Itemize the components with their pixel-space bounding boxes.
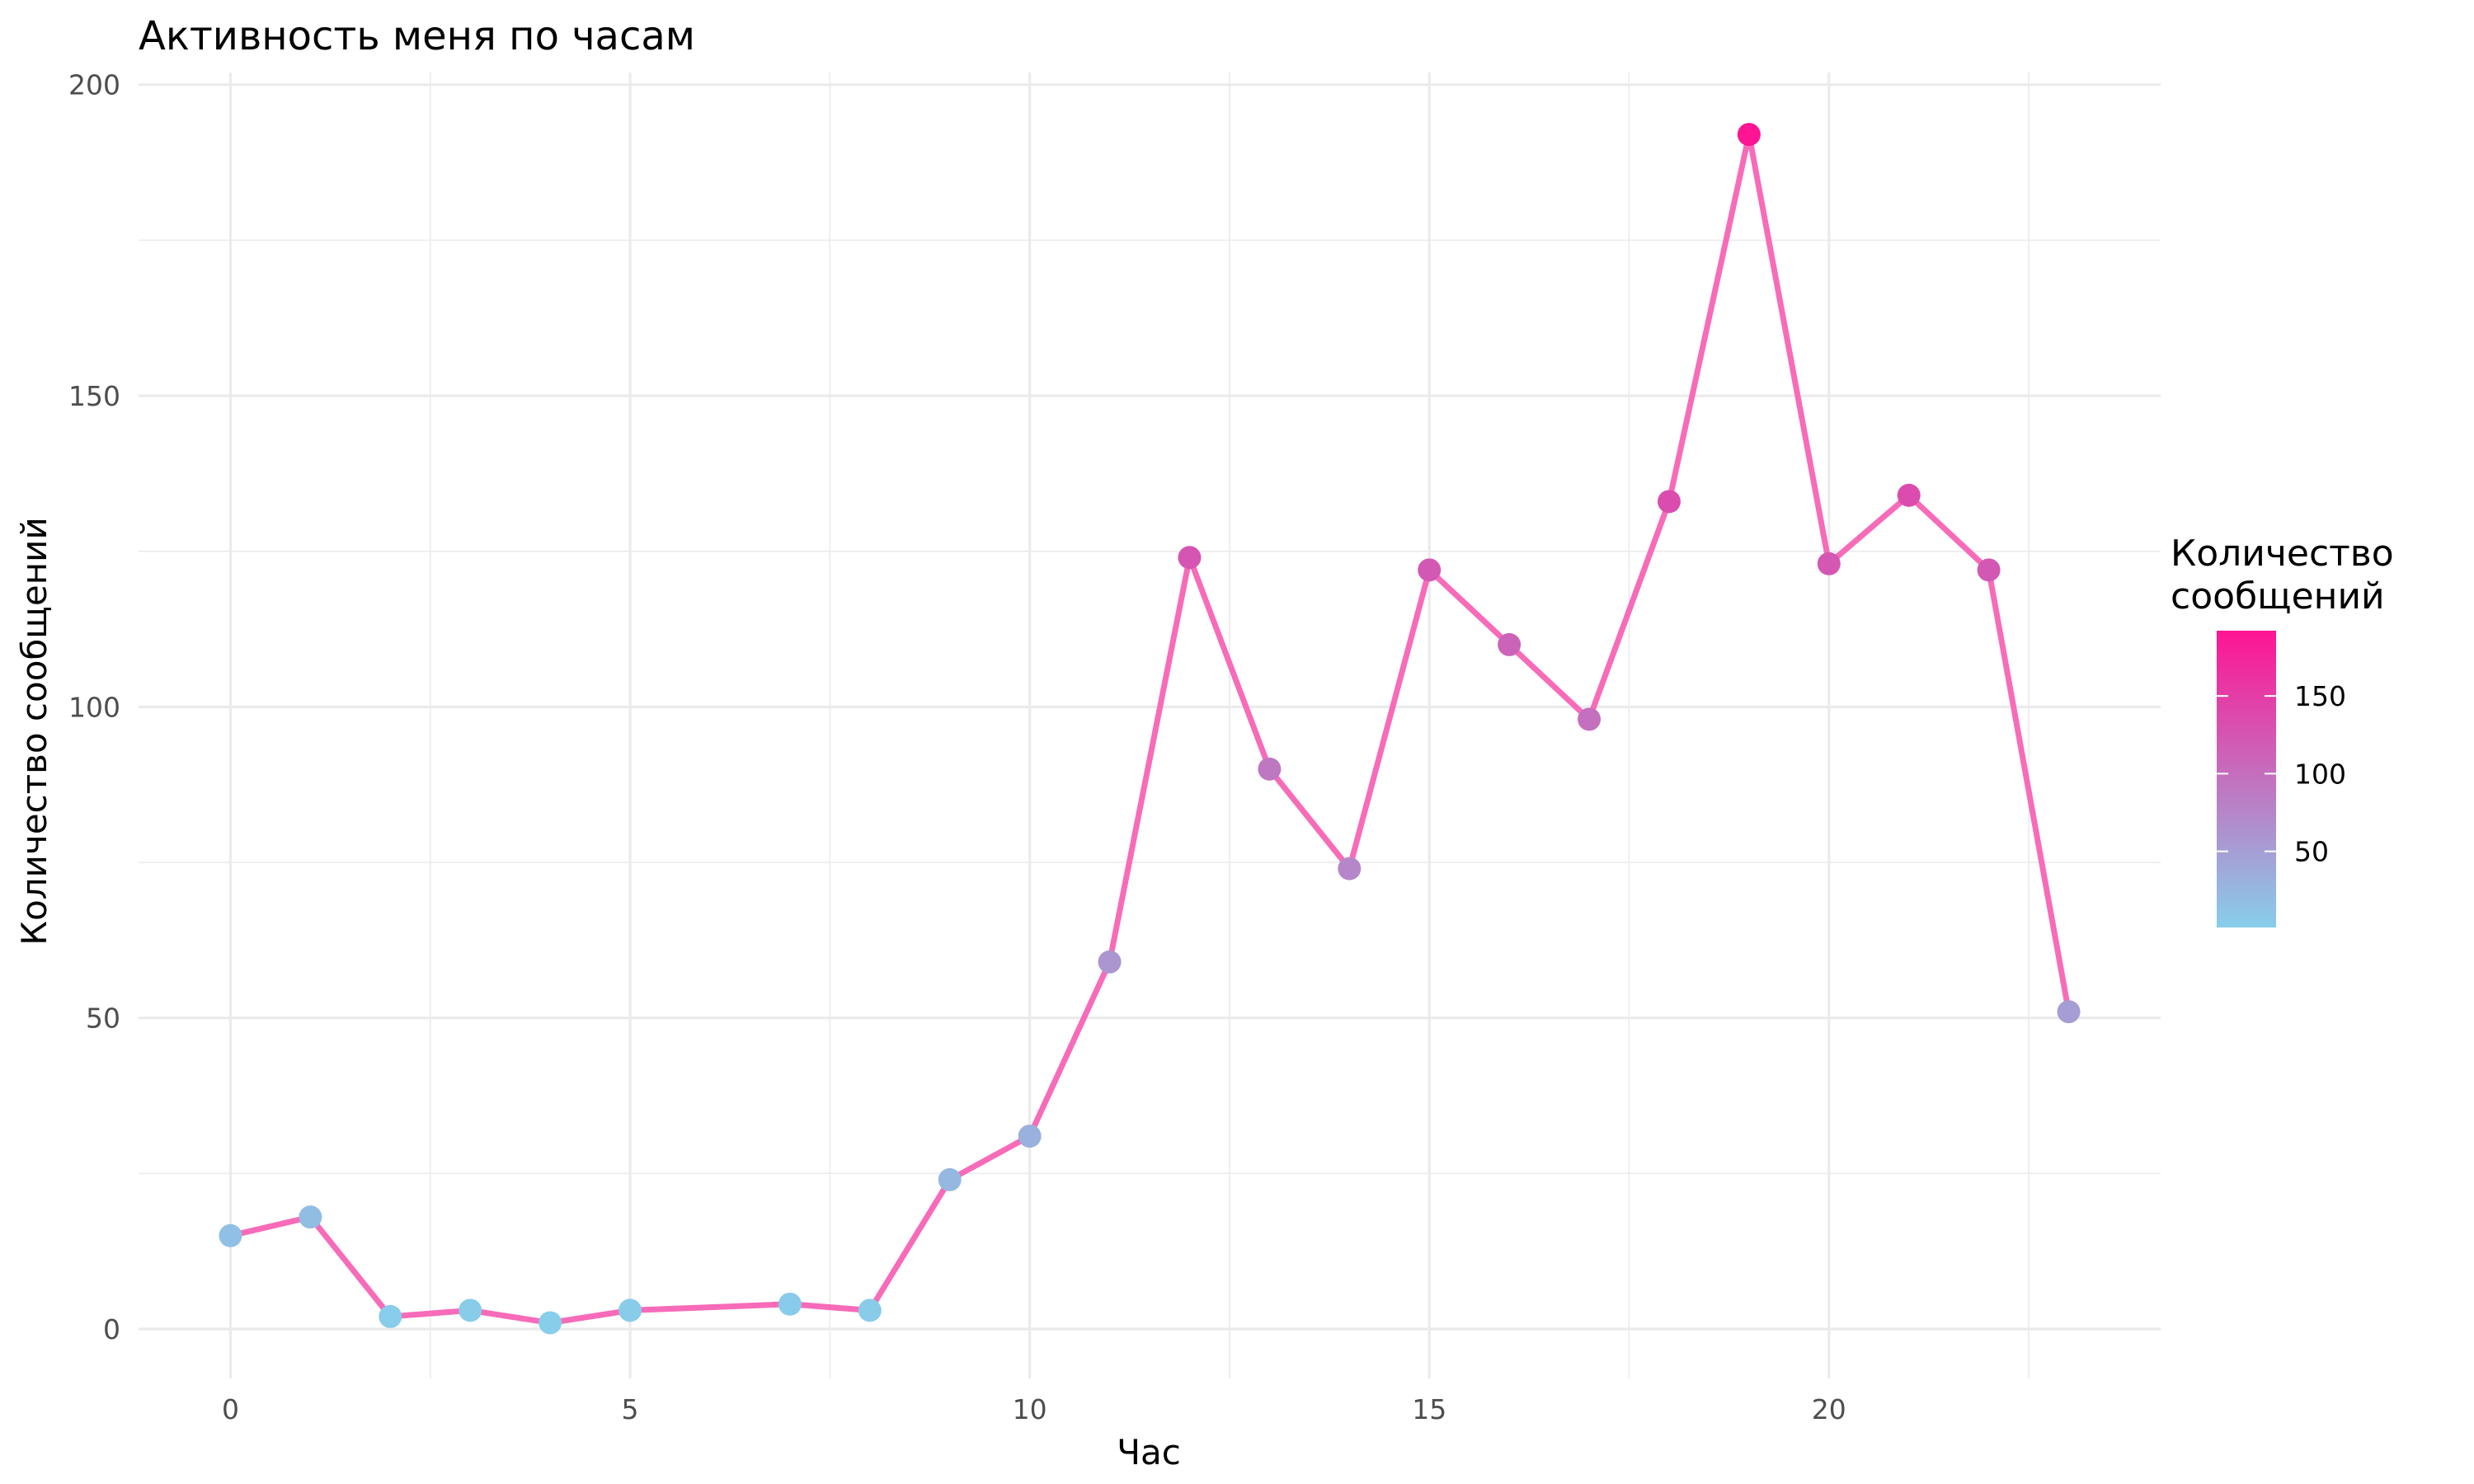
y-tick-label: 50 (86, 1003, 120, 1035)
data-point (2057, 1000, 2081, 1024)
data-point (1817, 552, 1841, 575)
legend-tick-label: 150 (2294, 680, 2346, 712)
data-point (1578, 707, 1602, 731)
x-tick-label: 10 (1013, 1393, 1047, 1425)
data-point (1098, 950, 1122, 974)
y-axis-title: Количество сообщений (14, 517, 54, 946)
legend-ticks: 50 100 150 (2217, 680, 2346, 868)
legend-title-line-1: Количество (2171, 533, 2394, 575)
x-tick-labels: 0 5 10 15 20 (222, 1393, 1846, 1425)
data-point (1338, 857, 1362, 881)
data-point (219, 1223, 242, 1247)
y-tick-label: 200 (68, 69, 120, 101)
x-tick-label: 0 (222, 1393, 239, 1425)
data-point (1498, 632, 1522, 656)
data-point (539, 1311, 562, 1335)
x-tick-label: 5 (622, 1393, 639, 1425)
y-tick-label: 0 (103, 1313, 120, 1345)
data-point (299, 1205, 322, 1229)
data-point (858, 1298, 882, 1322)
data-point (1657, 490, 1681, 514)
x-tick-label: 20 (1812, 1393, 1846, 1425)
data-point (459, 1298, 482, 1322)
legend-title-line-2: сообщений (2171, 575, 2385, 618)
data-point (1977, 558, 2001, 582)
data-point (1737, 123, 1761, 147)
legend-tick-label: 50 (2294, 836, 2329, 868)
legend-colorbar (2217, 631, 2276, 928)
x-axis-title: Час (1117, 1432, 1181, 1472)
y-tick-label: 100 (68, 691, 120, 723)
data-points (219, 123, 2081, 1335)
data-point (778, 1292, 802, 1316)
data-point (938, 1167, 962, 1191)
legend-tick-label: 100 (2294, 758, 2346, 790)
y-tick-label: 150 (68, 380, 120, 412)
data-point (1018, 1125, 1042, 1148)
data-point (1258, 757, 1282, 781)
data-point (1897, 483, 1921, 507)
grid (139, 73, 2161, 1378)
x-tick-label: 15 (1412, 1393, 1446, 1425)
y-tick-labels: 0 50 100 150 200 (68, 69, 120, 1345)
data-point (379, 1304, 402, 1328)
chart-title: Активность меня по часам (139, 13, 695, 59)
color-legend: Количество сообщений 50 100 150 (2171, 533, 2394, 928)
data-point (618, 1298, 642, 1322)
data-point (1418, 558, 1442, 582)
data-point (1178, 546, 1202, 570)
series-line (228, 131, 2072, 1326)
